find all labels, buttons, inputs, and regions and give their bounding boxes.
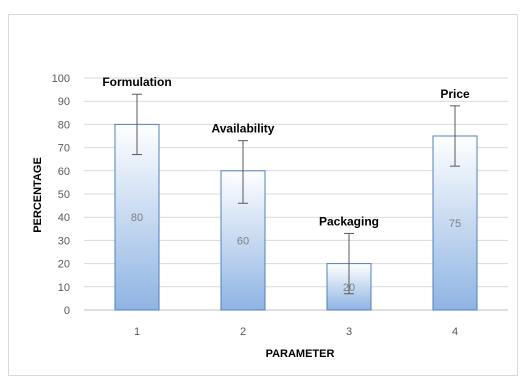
bar-value-label: 60	[237, 235, 249, 247]
y-tick-label: 60	[58, 166, 70, 178]
bar-name-label: Packaging	[319, 214, 379, 228]
bar-name-label: Formulation	[102, 75, 171, 89]
y-tick-label: 40	[58, 212, 70, 224]
y-tick-label: 100	[52, 73, 70, 85]
x-tick-label: 3	[346, 326, 352, 338]
x-axis-title: PARAMETER	[266, 348, 335, 360]
x-tick-label: 4	[452, 326, 458, 338]
bars	[114, 123, 478, 311]
x-axis-ticks: 1 2 3 4	[134, 326, 458, 338]
y-tick-label: 10	[58, 282, 70, 294]
bar-value-label: 20	[343, 282, 355, 294]
y-tick-label: 50	[58, 189, 70, 201]
x-tick-label: 1	[134, 326, 140, 338]
error-bars	[132, 93, 460, 295]
bar-value-label: 80	[131, 212, 143, 224]
chart-frame	[8, 14, 518, 376]
bar-name-label: Price	[440, 87, 470, 101]
y-axis-ticks: 0 10 20 30 40 50 60 70 80 90 100	[52, 73, 70, 317]
bar-labels: 80 Formulation 60 Availability 20 Packaging 75…	[102, 75, 470, 294]
y-tick-label: 0	[64, 305, 70, 317]
bar-value-label: 75	[449, 218, 461, 230]
y-tick-label: 20	[58, 259, 70, 271]
y-tick-label: 70	[58, 143, 70, 155]
y-tick-label: 30	[58, 235, 70, 247]
y-tick-label: 90	[58, 96, 70, 108]
y-tick-label: 80	[58, 119, 70, 131]
x-tick-label: 2	[240, 326, 246, 338]
bar	[114, 123, 160, 311]
bar-name-label: Availability	[212, 122, 275, 136]
y-axis-title: PERCENTAGE	[32, 157, 44, 233]
